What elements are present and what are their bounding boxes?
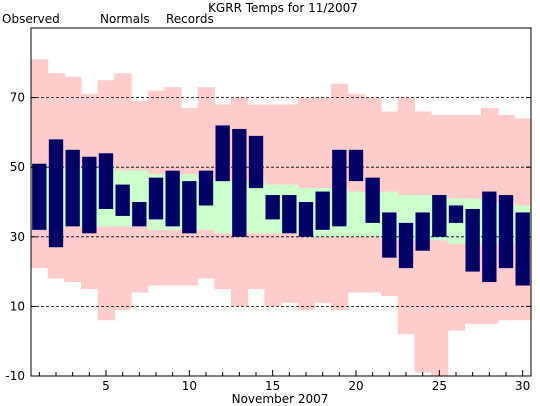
observed-bar — [165, 170, 180, 227]
observed-bar — [132, 202, 147, 227]
y-tick-label: 10 — [10, 299, 25, 313]
observed-bar — [48, 139, 64, 248]
observed-bar — [382, 212, 397, 258]
x-tick-label: 20 — [348, 379, 363, 393]
legend-observed: Observed — [2, 12, 60, 26]
y-tick-label: 30 — [10, 230, 25, 244]
observed-bar — [248, 135, 264, 189]
observed-bar — [498, 195, 514, 269]
observed-bar — [482, 191, 497, 283]
observed-bar — [348, 149, 364, 182]
normal-bar — [214, 181, 232, 234]
observed-bar — [32, 163, 47, 230]
y-tick-label: 50 — [10, 160, 25, 174]
observed-bar — [282, 195, 297, 234]
x-tick-label: 5 — [102, 379, 110, 393]
y-tick-label: -10 — [5, 369, 25, 383]
legend-records: Records — [166, 12, 214, 26]
y-tick-label: 70 — [10, 91, 25, 105]
observed-bar — [432, 195, 447, 237]
y-axis: -10 10 30 50 70 — [5, 91, 531, 383]
chart-title: KGRR Temps for 11/2007 — [208, 1, 358, 15]
observed-bar — [215, 125, 230, 182]
observed-bar — [515, 212, 530, 286]
observed-bar — [182, 181, 197, 234]
plot-frame — [30, 27, 532, 377]
observed-bar — [415, 212, 430, 251]
observed-bar — [82, 156, 97, 234]
observed-bar — [198, 170, 214, 206]
x-axis: 5 10 15 20 25 30 — [38, 370, 530, 393]
observed-bar — [315, 191, 330, 230]
record-bar — [431, 115, 449, 376]
observed-bar — [448, 205, 464, 223]
x-axis-label: November 2007 — [232, 392, 329, 406]
x-tick-label: 25 — [432, 379, 447, 393]
observed-bar — [365, 177, 380, 223]
observed-bar — [398, 222, 414, 269]
legend-normals: Normals — [100, 12, 150, 26]
observed-bars — [32, 125, 530, 286]
normal-bar — [347, 191, 365, 237]
normal-bar — [247, 181, 265, 234]
observed-bar — [265, 195, 280, 220]
observed-bar — [98, 153, 114, 209]
gridlines — [31, 97, 531, 307]
observed-bar — [332, 149, 347, 227]
x-tick-label: 10 — [182, 379, 197, 393]
observed-bar — [148, 177, 164, 220]
observed-bar — [65, 149, 80, 227]
x-tick-label: 30 — [515, 379, 530, 393]
observed-bar — [115, 184, 130, 216]
x-tick-label: 15 — [265, 379, 280, 393]
observed-bar — [298, 202, 314, 237]
observed-bar — [465, 208, 480, 272]
legend: Observed Normals Records — [2, 12, 214, 26]
observed-bar — [232, 128, 247, 237]
